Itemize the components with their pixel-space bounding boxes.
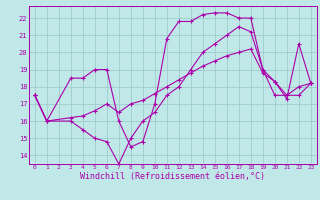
X-axis label: Windchill (Refroidissement éolien,°C): Windchill (Refroidissement éolien,°C) xyxy=(80,172,265,181)
